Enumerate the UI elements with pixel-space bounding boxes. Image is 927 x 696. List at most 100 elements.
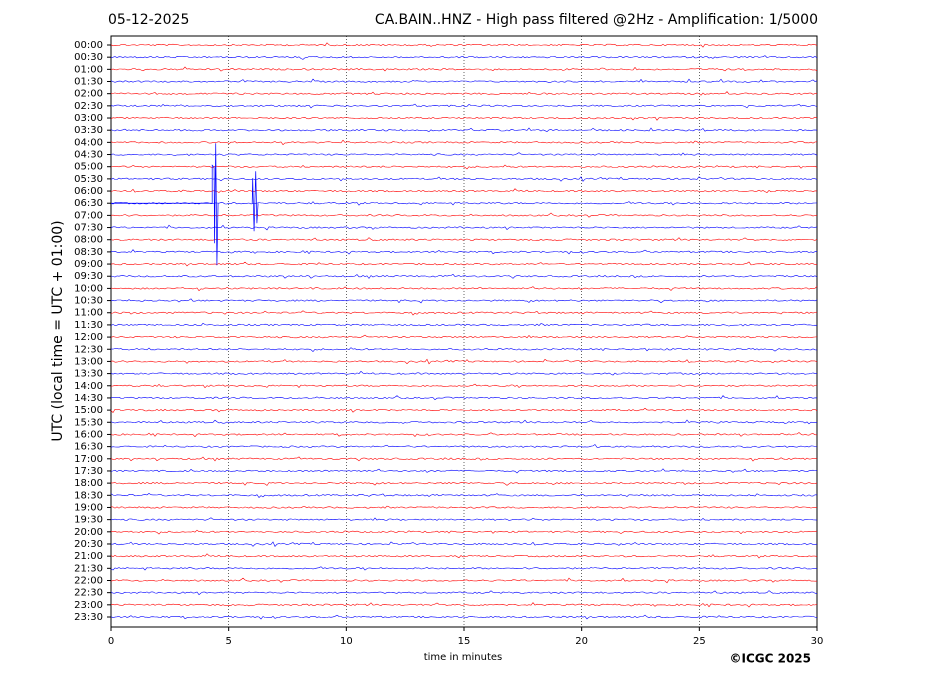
trace <box>110 273 818 279</box>
trace <box>110 541 818 547</box>
y-tick-label: 18:30 <box>74 490 103 501</box>
y-tick-label: 08:00 <box>74 235 103 246</box>
y-tick-label: 21:00 <box>74 551 103 562</box>
trace <box>110 201 818 206</box>
trace <box>110 224 818 231</box>
trace <box>110 456 818 462</box>
trace <box>110 370 817 376</box>
y-tick-label: 00:30 <box>74 52 103 63</box>
trace <box>110 407 818 413</box>
chart-title: CA.BAIN..HNZ - High pass filtered @2Hz -… <box>375 12 818 28</box>
x-tick-label: 5 <box>225 636 231 647</box>
y-tick-label: 05:00 <box>74 162 103 173</box>
trace <box>111 249 818 255</box>
y-tick-label: 21:30 <box>74 563 103 574</box>
event-spike <box>251 171 259 232</box>
y-tick-label: 11:00 <box>74 308 103 319</box>
x-tick-label: 25 <box>693 636 706 647</box>
y-tick-label: 16:00 <box>74 429 103 440</box>
trace <box>111 347 818 353</box>
trace <box>110 505 818 509</box>
y-tick-label: 20:30 <box>74 539 103 550</box>
y-tick-label: 19:30 <box>74 515 103 526</box>
event-spike <box>111 143 219 266</box>
y-tick-label: 17:00 <box>74 454 103 465</box>
trace <box>110 91 817 96</box>
y-tick-label: 12:30 <box>74 344 103 355</box>
trace <box>110 188 818 193</box>
trace <box>110 139 818 146</box>
trace <box>111 395 818 401</box>
y-tick-label: 10:30 <box>74 296 103 307</box>
y-tick-label: 05:30 <box>74 174 103 185</box>
trace <box>110 493 818 498</box>
trace <box>110 590 818 596</box>
y-tick-label: 09:30 <box>74 271 103 282</box>
y-tick-label: 07:30 <box>74 223 103 234</box>
trace <box>110 116 818 121</box>
y-tick-label: 07:00 <box>74 210 103 221</box>
x-tick-label: 15 <box>458 636 471 647</box>
trace <box>110 212 818 218</box>
y-tick-label: 22:30 <box>74 588 103 599</box>
y-tick-label: 00:00 <box>74 40 103 51</box>
y-tick-label: 04:00 <box>74 137 103 148</box>
y-tick-label: 15:00 <box>74 405 103 416</box>
trace <box>110 553 818 559</box>
trace <box>110 444 818 448</box>
y-tick-label: 10:00 <box>74 283 103 294</box>
trace <box>110 614 818 620</box>
copyright: ©ICGC 2025 <box>729 652 811 666</box>
trace <box>110 66 818 72</box>
x-tick-label: 30 <box>811 636 824 647</box>
x-axis-label: time in minutes <box>424 652 503 663</box>
trace <box>110 152 818 157</box>
y-tick-label: 22:00 <box>74 575 103 586</box>
trace <box>110 55 818 60</box>
trace <box>110 419 817 425</box>
y-tick-label: 02:00 <box>74 89 103 100</box>
trace <box>110 78 818 84</box>
y-tick-label: 14:30 <box>74 393 103 404</box>
y-axis-label: UTC (local time = UTC + 01:00) <box>50 220 66 441</box>
y-tick-label: 03:30 <box>74 125 103 136</box>
y-tick-label: 11:30 <box>74 320 103 331</box>
trace <box>110 432 818 438</box>
y-tick-label: 09:00 <box>74 259 103 270</box>
y-tick-label: 06:00 <box>74 186 103 197</box>
trace <box>110 176 818 182</box>
plot-frame <box>110 35 818 628</box>
trace <box>110 602 818 608</box>
trace <box>110 358 818 365</box>
trace <box>110 285 818 292</box>
trace <box>110 383 818 389</box>
y-tick-label: 23:30 <box>74 612 103 623</box>
trace <box>110 577 818 584</box>
y-tick-label: 23:00 <box>74 600 103 611</box>
trace <box>110 517 818 521</box>
y-tick-label: 06:30 <box>74 198 103 209</box>
y-tick-label: 12:00 <box>74 332 103 343</box>
y-tick-label: 02:30 <box>74 101 103 112</box>
y-tick-label: 04:30 <box>74 150 103 161</box>
trace <box>110 334 818 339</box>
y-tick-label: 01:30 <box>74 77 103 88</box>
y-tick-label: 14:00 <box>74 381 103 392</box>
y-tick-label: 17:30 <box>74 466 103 477</box>
trace <box>110 164 818 170</box>
trace <box>110 566 817 571</box>
trace <box>110 261 818 267</box>
x-tick-label: 0 <box>108 636 114 647</box>
y-tick-label: 08:30 <box>74 247 103 258</box>
y-tick-label: 18:00 <box>74 478 103 489</box>
trace <box>110 322 818 327</box>
x-tick-label: 10 <box>340 636 353 647</box>
trace <box>110 42 818 48</box>
y-tick-label: 20:00 <box>74 527 103 538</box>
y-tick-label: 16:30 <box>74 442 103 453</box>
date: 05-12-2025 <box>108 12 189 28</box>
x-tick-label: 20 <box>575 636 588 647</box>
y-tick-label: 19:00 <box>74 502 103 513</box>
